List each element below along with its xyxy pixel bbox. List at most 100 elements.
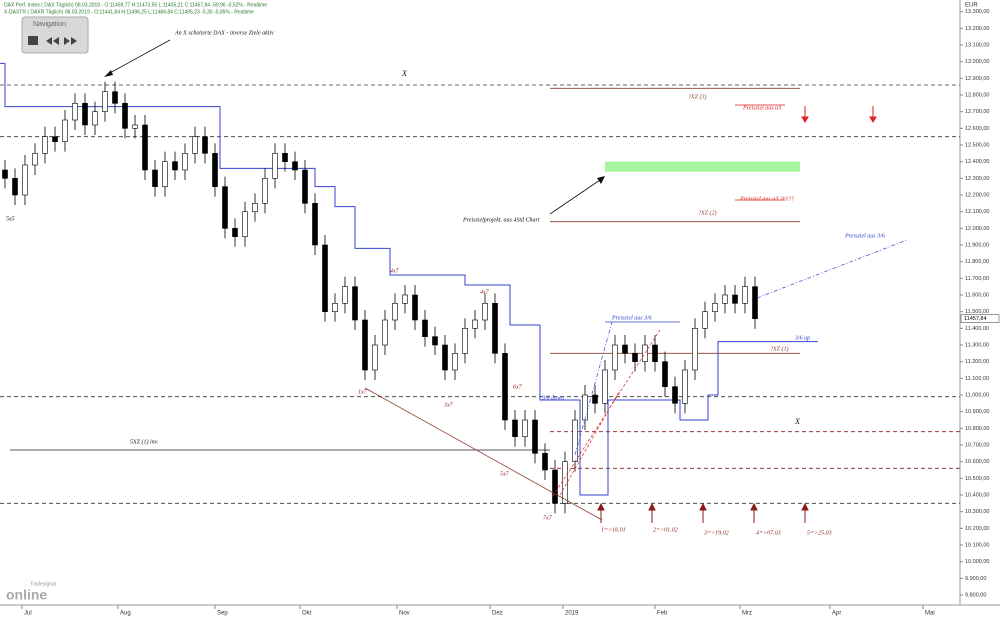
candle-body — [352, 286, 358, 321]
last-price-box — [960, 314, 1000, 323]
candle-body — [252, 203, 258, 212]
arrow-head — [597, 176, 605, 184]
candle-body — [392, 303, 398, 321]
y-tick-label: 11.800,00 — [965, 259, 989, 265]
x-tick-label: Dez — [492, 611, 503, 617]
annotation: ?XZ (1) — [770, 345, 789, 352]
arrow — [549, 179, 601, 215]
candle-body — [62, 119, 68, 142]
candle-body — [702, 311, 708, 329]
y-tick-label: 10.700,00 — [965, 442, 989, 448]
x-tick-label: Mai — [925, 611, 935, 617]
y-tick-label: 11.400,00 — [965, 326, 989, 332]
candle-body — [112, 91, 118, 104]
plot-area — [0, 62, 960, 514]
forward-icon[interactable] — [64, 37, 70, 45]
candle-body — [622, 344, 628, 354]
projection-line — [574, 321, 613, 456]
y-tick-label: 10.600,00 — [965, 459, 989, 465]
y-tick-label: 11.300,00 — [965, 342, 989, 348]
candle-body — [322, 244, 328, 312]
annotation: Preisziel aus a/l.?t/t?? — [739, 196, 794, 202]
candle-body — [82, 103, 88, 126]
forward-icon[interactable] — [71, 37, 77, 45]
annotation: 5XZ (1) inv. — [130, 438, 158, 445]
x-tick-label: Feb — [657, 611, 668, 617]
candle-body — [512, 419, 518, 437]
logo-small: Tradesignal — [30, 581, 56, 587]
back-icon[interactable] — [46, 37, 52, 45]
annotation: ?XZ (2) — [698, 209, 717, 216]
annotation: 3=>19.02 — [703, 530, 729, 536]
candle-body — [732, 294, 738, 304]
candle-body — [582, 394, 588, 421]
y-tick-label: 12.800,00 — [965, 92, 989, 98]
candle-body — [362, 319, 368, 371]
candle-body — [562, 461, 568, 504]
candle-body — [502, 353, 508, 421]
annotation: 5x5 — [6, 216, 15, 222]
candle-body — [602, 369, 608, 404]
candle-body — [232, 228, 238, 237]
arrow-head — [648, 502, 656, 511]
candle-body — [462, 328, 468, 354]
currency-label: EUR — [965, 3, 978, 9]
y-tick-label: 12.600,00 — [965, 126, 989, 132]
candle-body — [682, 369, 688, 404]
candle-body — [342, 286, 348, 304]
y-tick-label: 11.100,00 — [965, 376, 989, 382]
candle-body — [192, 136, 198, 154]
candle-body — [632, 353, 638, 362]
candle-body — [752, 286, 758, 319]
candle-body — [172, 161, 178, 171]
candle-body — [692, 328, 698, 371]
grid-icon[interactable] — [28, 36, 38, 45]
candle-body — [262, 178, 268, 204]
candle-body — [22, 164, 28, 196]
x-tick-label: Okt — [302, 611, 312, 617]
candle-body — [42, 136, 48, 154]
candle-body — [302, 169, 308, 204]
annotation: 6x7 — [513, 384, 523, 390]
annotation: X — [794, 417, 801, 426]
arrow-head — [699, 502, 707, 511]
candle-body — [592, 394, 598, 404]
candle-body — [472, 319, 478, 329]
last-price-label: 11457,84 — [964, 316, 987, 322]
y-tick-label: 12.300,00 — [965, 176, 989, 182]
arrow-head — [104, 70, 113, 77]
candle-body — [482, 303, 488, 321]
back-icon[interactable] — [53, 37, 59, 45]
candle-body — [612, 344, 618, 371]
candle-body — [712, 303, 718, 312]
annotation: 7x7 — [543, 515, 553, 521]
y-tick-label: 12.000,00 — [965, 226, 989, 232]
y-tick-label: 11.600,00 — [965, 292, 989, 298]
y-tick-label: 10.000,00 — [965, 559, 989, 565]
y-tick-label: 11.000,00 — [965, 392, 989, 398]
candle-body — [242, 211, 248, 237]
candle-body — [542, 453, 548, 471]
candle-body — [72, 103, 78, 121]
y-tick-label: 11.900,00 — [965, 242, 989, 248]
annotation: 4x7 — [480, 288, 490, 295]
y-tick-label: 11.500,00 — [965, 309, 989, 315]
candle-body — [122, 103, 128, 129]
y-tick-label: 10.200,00 — [965, 526, 989, 532]
annotation: 5=>25.03 — [807, 530, 832, 536]
trend-line — [559, 389, 621, 496]
candle-body — [402, 294, 408, 304]
annotation: Preisziel aus 3/6 — [611, 315, 652, 321]
navigation-widget[interactable]: Navigation — [21, 16, 89, 54]
y-tick-label: 13.000,00 — [965, 59, 989, 65]
header-line: DAX Perf. Index ( DAX Täglich) 08.03.201… — [4, 2, 267, 8]
logo: online — [6, 587, 47, 603]
candle-body — [722, 294, 728, 304]
annotation: Preisziel aus a/l — [742, 105, 782, 111]
annotation: An X scheiterte DAX - inverse Ziele akti… — [174, 30, 274, 36]
annotation: Preiszielprojekt. aus 4Std Chart — [462, 216, 540, 223]
candle-body — [282, 153, 288, 162]
annotation: 1=>16.01 — [601, 527, 626, 533]
candle-body — [672, 386, 678, 404]
